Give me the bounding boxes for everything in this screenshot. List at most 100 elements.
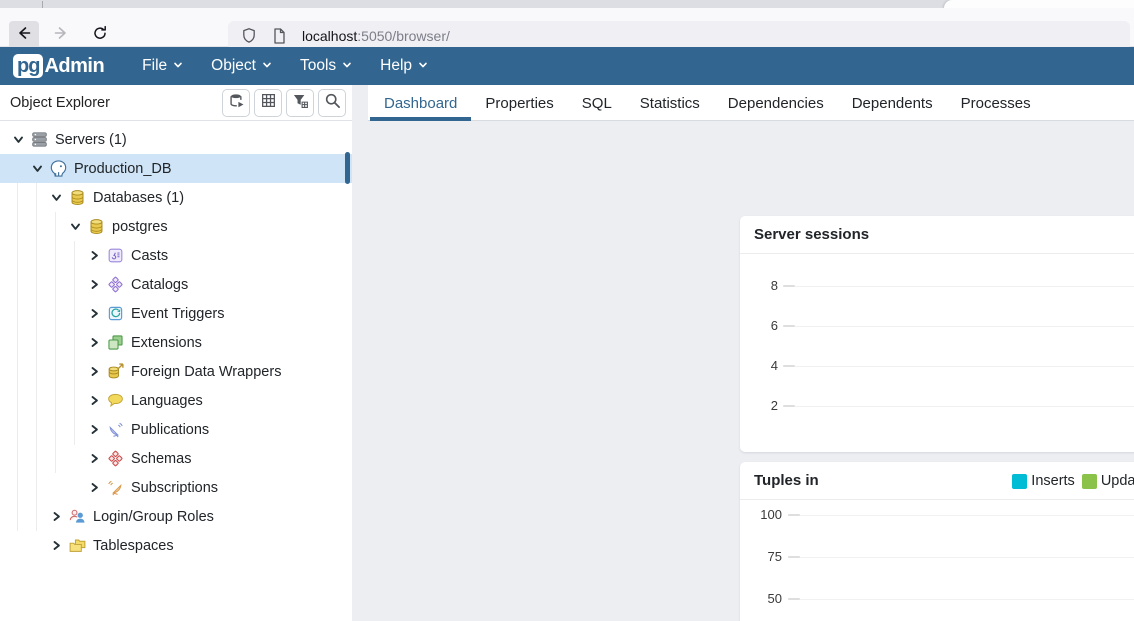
tree-item-label: Tablespaces [93, 537, 174, 554]
legend-swatch [1012, 473, 1028, 489]
collapse-chevron-icon[interactable] [31, 163, 43, 175]
tree-item-catalogs[interactable]: Catalogs [0, 270, 352, 299]
back-button[interactable] [9, 21, 39, 49]
y-axis-tick-label: 2 [770, 398, 778, 413]
subscriptions-icon [106, 478, 125, 497]
url-text[interactable]: localhost:5050/browser/ [302, 28, 450, 44]
pgadmin-header: pg Admin File Object Tools Help [0, 47, 1134, 85]
tree-indent-guide [36, 183, 37, 531]
expand-chevron-icon[interactable] [88, 424, 100, 436]
legend-label: Updates [1100, 473, 1134, 489]
tab-dependencies[interactable]: Dependencies [727, 94, 824, 112]
browser-active-tab[interactable] [944, 0, 1134, 8]
tree-item-servers-1[interactable]: Servers (1) [0, 125, 352, 154]
menu-help[interactable]: Help [366, 47, 442, 85]
menu-object[interactable]: Object [197, 47, 286, 85]
chart-header: Tuples inInsertsUpdatesDeletes [740, 462, 1134, 500]
catalogs-icon [106, 275, 125, 294]
tab-processes[interactable]: Processes [960, 94, 1031, 112]
forward-button[interactable] [46, 21, 76, 49]
forward-arrow-icon [52, 24, 70, 47]
tree-item-label: Login/Group Roles [93, 508, 214, 525]
menu-tools[interactable]: Tools [286, 47, 366, 85]
tab-dashboard[interactable]: Dashboard [370, 85, 472, 121]
tree-item-extensions[interactable]: Extensions [0, 328, 352, 357]
chevron-down-icon [342, 57, 352, 75]
tree-item-label: Schemas [131, 450, 192, 467]
tree-scrollbar-thumb[interactable] [345, 152, 350, 184]
axis-tickmark [788, 514, 800, 516]
event-triggers-icon [106, 304, 125, 323]
url-path: :5050/browser/ [357, 27, 450, 44]
tab-dependents[interactable]: Dependents [851, 94, 933, 112]
tree-item-label: Foreign Data Wrappers [131, 363, 282, 380]
object-explorer-tree: Servers (1) Production_DB Databases (1) pos… [0, 125, 352, 621]
expand-chevron-icon[interactable] [88, 395, 100, 407]
tree-item-label: Event Triggers [131, 305, 225, 322]
page-icon[interactable] [270, 27, 288, 45]
servers-icon [30, 130, 49, 149]
url-bar[interactable]: localhost:5050/browser/ [228, 21, 1130, 50]
menu-file[interactable]: File [128, 47, 197, 85]
database-button[interactable] [222, 89, 250, 117]
tree-item-postgres[interactable]: postgres [0, 212, 352, 241]
tree-item-databases-1[interactable]: Databases (1) [0, 183, 352, 212]
tab-statistics[interactable]: Statistics [639, 94, 700, 112]
expand-chevron-icon[interactable] [88, 366, 100, 378]
reload-button[interactable] [85, 21, 115, 49]
filter-button[interactable] [286, 89, 314, 117]
tree-item-foreign-data-wrappers[interactable]: Foreign Data Wrappers [0, 357, 352, 386]
tree-item-casts[interactable]: Casts [0, 241, 352, 270]
chart-header: Server sessionsTotalActiveIdle [740, 216, 1134, 254]
object-explorer-header: Object Explorer [0, 85, 352, 121]
tree-item-event-triggers[interactable]: Event Triggers [0, 299, 352, 328]
menu-file-label: File [142, 57, 168, 74]
grid-icon [260, 92, 277, 114]
main-panel: Dashboard Properties SQL Statistics Dependen… [368, 85, 1134, 621]
expand-chevron-icon[interactable] [88, 250, 100, 262]
expand-chevron-icon[interactable] [88, 482, 100, 494]
expand-chevron-icon[interactable] [88, 279, 100, 291]
panel-splitter[interactable] [352, 85, 368, 621]
chevron-down-icon [262, 57, 272, 75]
tree-item-label: Subscriptions [131, 479, 219, 496]
fdw-icon [106, 362, 125, 381]
tree-item-schemas[interactable]: Schemas [0, 444, 352, 473]
tree-item-label: Production_DB [74, 160, 172, 177]
expand-chevron-icon[interactable] [88, 337, 100, 349]
collapse-chevron-icon[interactable] [12, 134, 24, 146]
grid-button[interactable] [254, 89, 282, 117]
tree-item-production-db[interactable]: Production_DB [0, 154, 352, 183]
gridline [783, 366, 1134, 367]
expand-chevron-icon[interactable] [88, 308, 100, 320]
axis-tickmark [783, 365, 795, 367]
collapse-chevron-icon[interactable] [69, 221, 81, 233]
search-icon [324, 92, 341, 114]
tree-item-subscriptions[interactable]: Subscriptions [0, 473, 352, 502]
expand-chevron-icon[interactable] [50, 540, 62, 552]
chevron-down-icon [418, 57, 428, 75]
tree-item-languages[interactable]: Languages [0, 386, 352, 415]
tree-item-publications[interactable]: Publications [0, 415, 352, 444]
y-axis-tick-label: 8 [770, 278, 778, 293]
tree-item-label: Catalogs [131, 276, 189, 293]
legend-label: Inserts [1031, 473, 1075, 489]
shield-icon[interactable] [240, 27, 258, 45]
tree-item-tablespaces[interactable]: Tablespaces [0, 531, 352, 560]
object-explorer-panel: Object Explorer Servers (1) Production_DB… [0, 85, 352, 621]
tree-item-label: Languages [131, 392, 203, 409]
menu-tools-label: Tools [299, 57, 337, 74]
chevron-down-icon [173, 57, 183, 75]
search-button[interactable] [318, 89, 346, 117]
browser-tab-strip [0, 0, 1134, 8]
roles-icon [68, 507, 87, 526]
gridline [788, 557, 1134, 558]
tree-item-login-group-roles[interactable]: Login/Group Roles [0, 502, 352, 531]
tree-indent-guide [17, 154, 18, 531]
collapse-chevron-icon[interactable] [50, 192, 62, 204]
expand-chevron-icon[interactable] [88, 453, 100, 465]
logo-admin-text: Admin [44, 54, 105, 77]
tab-sql[interactable]: SQL [581, 94, 612, 112]
expand-chevron-icon[interactable] [50, 511, 62, 523]
tab-properties[interactable]: Properties [485, 94, 554, 112]
